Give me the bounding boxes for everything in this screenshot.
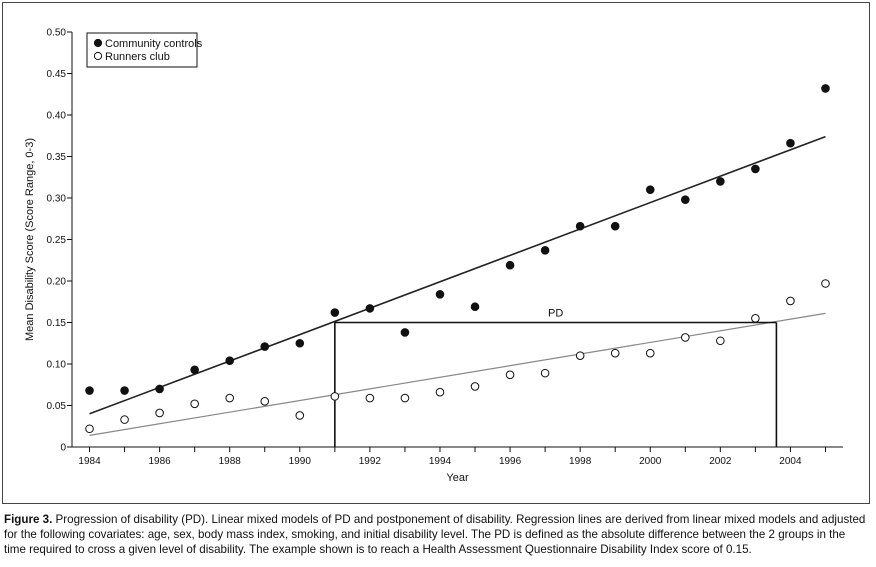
runners-club-point [190,399,199,409]
legend-label: Community controls [105,38,203,50]
y-tick-label: 0.10 [47,360,67,371]
runners-club-point [751,314,760,323]
caption-text: Progression of disability (PD). Linear m… [4,513,866,556]
runners-club-point [540,368,550,378]
community-controls-point [260,342,270,351]
y-tick-label: 0.20 [47,277,67,288]
x-tick-label: 1994 [429,456,452,467]
pd-annotation: PD [334,308,778,447]
community-controls-point [365,304,375,313]
runners-club-point [155,408,164,418]
x-axis-title: Year [446,472,469,484]
community-controls-point [225,356,235,365]
runners-club-point [575,351,585,361]
runners-club-point [225,393,235,403]
x-tick-label: 2002 [709,456,732,467]
community-controls-point [751,164,760,174]
runners-club-point [470,382,480,391]
y-axis-title: Mean Disability Score (Score Range, 0-3) [24,138,36,341]
y-tick-label: 0.05 [47,401,67,412]
runners-club-point [645,348,655,358]
community-controls-point [470,302,480,312]
runners-club-point [716,336,725,346]
x-tick-label: 2004 [779,456,802,467]
legend-marker [93,51,103,61]
regression-line [89,312,826,436]
runners-club-point [821,279,830,288]
legend-marker [93,38,103,48]
runners-club-point [400,393,410,403]
runners-club-point [435,387,445,397]
runners-club-point [680,333,690,342]
community-controls-point [400,328,410,337]
community-controls-point [295,338,305,348]
chart: 0 0.05 0.10 0.15 0.20 0.25 0.30 0.35 0.40 0.45 0.5… [24,28,843,484]
community-controls-point [85,386,94,395]
runners-club-point [786,296,795,306]
legend-box [86,32,198,68]
x-tick-label: 2000 [639,456,662,467]
community-controls-point [680,195,690,204]
x-tick-label: 1984 [78,456,101,467]
community-controls-point [540,245,550,255]
y-tick-label: 0.35 [47,152,67,163]
x-tick-label: 1988 [219,456,242,467]
x-tick-label: 1996 [499,456,522,467]
regression-line [89,135,826,415]
runners-club-point [85,424,94,434]
y-tick-label: 0.30 [47,194,67,205]
x-tick-label: 1986 [148,456,171,467]
community-controls-point [120,386,129,395]
data-points [85,84,830,434]
y-tick-label: 0.50 [47,28,67,39]
regression-lines [89,135,826,436]
runners-club-point [610,348,620,358]
y-tick-label: 0.15 [47,318,67,329]
figure-frame [2,2,870,504]
runners-club-point [330,392,340,401]
runners-club-point [505,370,515,380]
runners-club-point [260,397,270,406]
caption-label: Figure 3. [4,513,53,526]
y-tick-label: 0.40 [47,111,67,122]
community-controls-point [786,138,795,148]
community-controls-point [716,177,725,186]
community-controls-point [645,185,655,194]
community-controls-point [610,221,620,231]
y-tick-label: 0 [60,443,66,454]
y-tick-label: 0.25 [47,235,67,246]
x-tick-label: 1990 [289,456,312,467]
runners-club-point [295,411,305,420]
axes: 0 0.05 0.10 0.15 0.20 0.25 0.30 0.35 0.40 0.45 0.5… [24,28,843,484]
runners-club-point [120,415,129,424]
community-controls-point [190,365,199,375]
figure-caption: Figure 3. Progression of disability (PD)… [4,512,870,557]
community-controls-point [155,384,164,394]
x-tick-label: 1998 [569,456,592,467]
community-controls-point [505,260,515,270]
community-controls-point [575,221,585,231]
pd-label: PD [548,308,563,320]
community-controls-point [330,308,340,317]
y-tick-label: 0.45 [47,69,67,80]
community-controls-point [821,84,830,93]
legend-label: Runners club [105,51,170,63]
runners-club-point [365,393,375,403]
community-controls-point [435,289,445,299]
x-tick-label: 1992 [359,456,382,467]
